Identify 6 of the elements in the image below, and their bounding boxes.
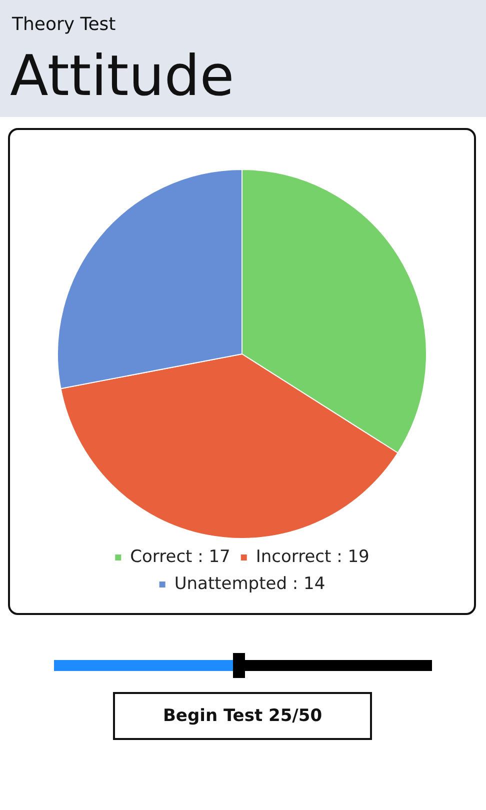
text: Begin Test 25/50 xyxy=(113,692,372,740)
legend-label: Unattempted : 14 xyxy=(174,574,326,594)
chart-title: Attitude xyxy=(10,43,234,111)
chart-subtitle: Theory Test xyxy=(12,14,116,35)
legend-label: Correct : 17 xyxy=(130,546,230,567)
legend-label: Incorrect : 19 xyxy=(256,546,370,567)
